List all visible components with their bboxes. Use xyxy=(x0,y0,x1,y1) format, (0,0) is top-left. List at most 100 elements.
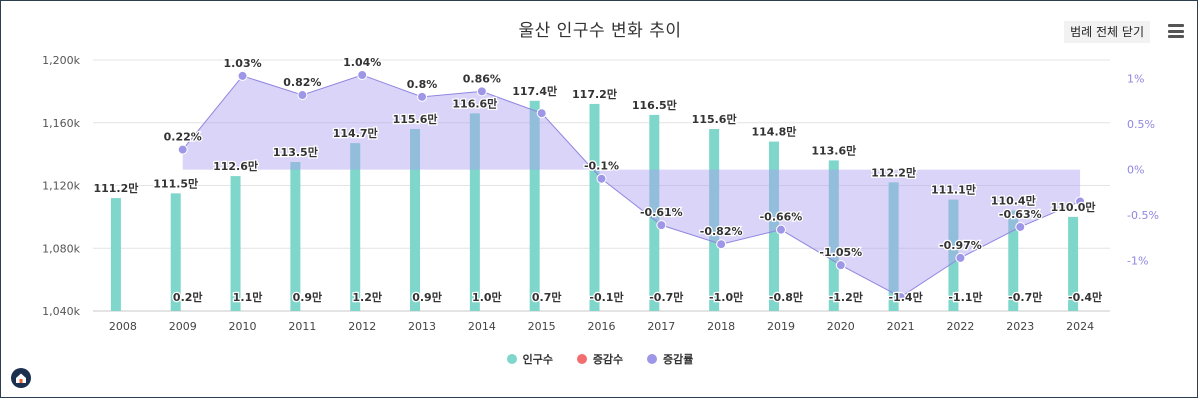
change-count-label: -1.0만 xyxy=(709,290,743,304)
population-bar xyxy=(649,114,660,311)
population-label: 116.5만 xyxy=(632,98,677,112)
change-rate-point xyxy=(1075,196,1086,207)
change-rate-point xyxy=(716,239,727,250)
change-rate-point xyxy=(237,70,248,81)
change-rate-point xyxy=(1015,221,1026,232)
change-rate-label: -0.63% xyxy=(999,208,1042,221)
population-label: 111.1만 xyxy=(931,183,976,197)
legend-item-change-count[interactable]: 증감수 xyxy=(576,351,623,367)
left-axis-tick-label: 1,160k xyxy=(42,117,80,130)
change-rate-label: 1.03% xyxy=(223,57,261,70)
population-bar xyxy=(410,129,421,311)
population-bar xyxy=(1008,210,1019,311)
population-bar xyxy=(709,129,720,311)
population-bar xyxy=(110,198,121,311)
chart-title: 울산 인구수 변화 추이 xyxy=(518,21,682,41)
legend-item-population[interactable]: 인구수 xyxy=(506,351,553,367)
chart-legend: 인구수 증감수 증감률 xyxy=(0,351,1200,367)
population-bar xyxy=(1068,216,1079,311)
right-axis-tick-label: 1% xyxy=(1127,73,1144,86)
right-axis-tick-label: 0% xyxy=(1127,164,1144,177)
change-rate-point xyxy=(775,224,786,235)
change-rate-label: -0.97% xyxy=(939,239,982,252)
left-axis-tick-label: 1,080k xyxy=(42,242,80,255)
change-count-label: -1.2만 xyxy=(829,290,863,304)
change-count-label: 1.0만 xyxy=(472,290,502,304)
change-count-label: 1.2만 xyxy=(352,290,382,304)
change-rate-label: -0.66% xyxy=(760,211,803,224)
x-axis-tick-label: 2014 xyxy=(468,320,496,333)
change-rate-label: 0.8% xyxy=(407,78,438,91)
population-label: 115.6만 xyxy=(393,112,438,126)
x-axis-tick-label: 2016 xyxy=(588,320,616,333)
x-axis-tick-label: 2017 xyxy=(647,320,675,333)
change-rate-point xyxy=(536,108,547,119)
population-bar xyxy=(948,199,959,311)
hamburger-menu-icon[interactable] xyxy=(1168,24,1184,38)
population-bar xyxy=(589,103,600,311)
population-label: 117.4만 xyxy=(512,84,557,98)
population-label: 110.4만 xyxy=(991,194,1036,208)
change-rate-label: 0.22% xyxy=(164,131,202,144)
left-axis-tick-label: 1,120k xyxy=(42,180,80,193)
x-axis-tick-label: 2021 xyxy=(887,320,915,333)
right-axis-tick-label: -1% xyxy=(1127,255,1148,268)
legend-toggle-button[interactable]: 범례 전체 닫기 xyxy=(1064,21,1150,43)
change-count-label: 0.2만 xyxy=(173,290,203,304)
population-label: 116.6만 xyxy=(452,96,497,110)
x-axis-tick-label: 2009 xyxy=(169,320,197,333)
change-rate-point xyxy=(417,91,428,102)
change-count-label: 1.1만 xyxy=(233,290,263,304)
x-axis-tick-label: 2023 xyxy=(1006,320,1034,333)
change-rate-point xyxy=(955,252,966,263)
change-count-label: 0.7만 xyxy=(532,290,562,304)
population-bar xyxy=(768,141,779,311)
population-label: 113.6만 xyxy=(811,143,856,157)
change-rate-label: 0.82% xyxy=(283,76,321,89)
legend-marker-change-count xyxy=(576,354,587,364)
x-axis-tick-label: 2022 xyxy=(946,320,974,333)
change-rate-point xyxy=(596,173,607,184)
change-rate-point xyxy=(476,86,487,97)
change-rate-point xyxy=(357,70,368,80)
x-axis-tick-label: 2013 xyxy=(408,320,436,333)
population-bar xyxy=(828,160,839,311)
x-axis-tick-label: 2020 xyxy=(827,320,855,333)
change-rate-point xyxy=(895,292,906,302)
change-count-label: -0.1만 xyxy=(589,290,623,304)
population-bar xyxy=(888,182,899,311)
change-count-label: -0.7만 xyxy=(649,290,683,304)
population-label: 114.8만 xyxy=(752,125,797,139)
right-axis-tick-label: 0.5% xyxy=(1127,118,1155,131)
legend-marker-change-rate xyxy=(647,354,658,364)
change-rate-label: -0.1% xyxy=(584,160,619,173)
left-axis-tick-label: 1,040k xyxy=(42,305,80,318)
population-label: 115.6만 xyxy=(692,112,737,126)
population-bar xyxy=(290,161,301,311)
population-bar xyxy=(230,176,241,311)
x-axis-tick-label: 2008 xyxy=(109,320,137,333)
population-label: 112.6만 xyxy=(213,159,258,173)
x-axis-tick-label: 2018 xyxy=(707,320,735,333)
right-axis-tick-label: -0.5% xyxy=(1127,209,1159,222)
change-rate-area xyxy=(182,75,1081,297)
legend-marker-population xyxy=(506,354,517,364)
population-label: 114.7만 xyxy=(333,126,378,140)
change-rate-label: -0.61% xyxy=(640,206,683,219)
change-rate-point xyxy=(835,260,846,271)
left-axis-tick-label: 1,200k xyxy=(42,54,80,67)
change-count-label: -1.1만 xyxy=(948,290,982,304)
x-axis-tick-label: 2015 xyxy=(528,320,556,333)
population-label: 112.2만 xyxy=(871,165,916,179)
legend-item-change-rate[interactable]: 증감률 xyxy=(647,351,693,367)
change-count-label: -1.4만 xyxy=(889,290,923,304)
home-logo-icon[interactable] xyxy=(11,368,31,388)
population-label: 110.0만 xyxy=(1051,200,1096,214)
population-bar xyxy=(469,113,480,312)
x-axis-tick-label: 2019 xyxy=(767,320,795,333)
change-count-label: -0.7만 xyxy=(1008,290,1042,304)
population-label: 111.5만 xyxy=(153,176,198,190)
population-label: 117.2만 xyxy=(572,87,617,101)
change-rate-point xyxy=(297,90,308,101)
